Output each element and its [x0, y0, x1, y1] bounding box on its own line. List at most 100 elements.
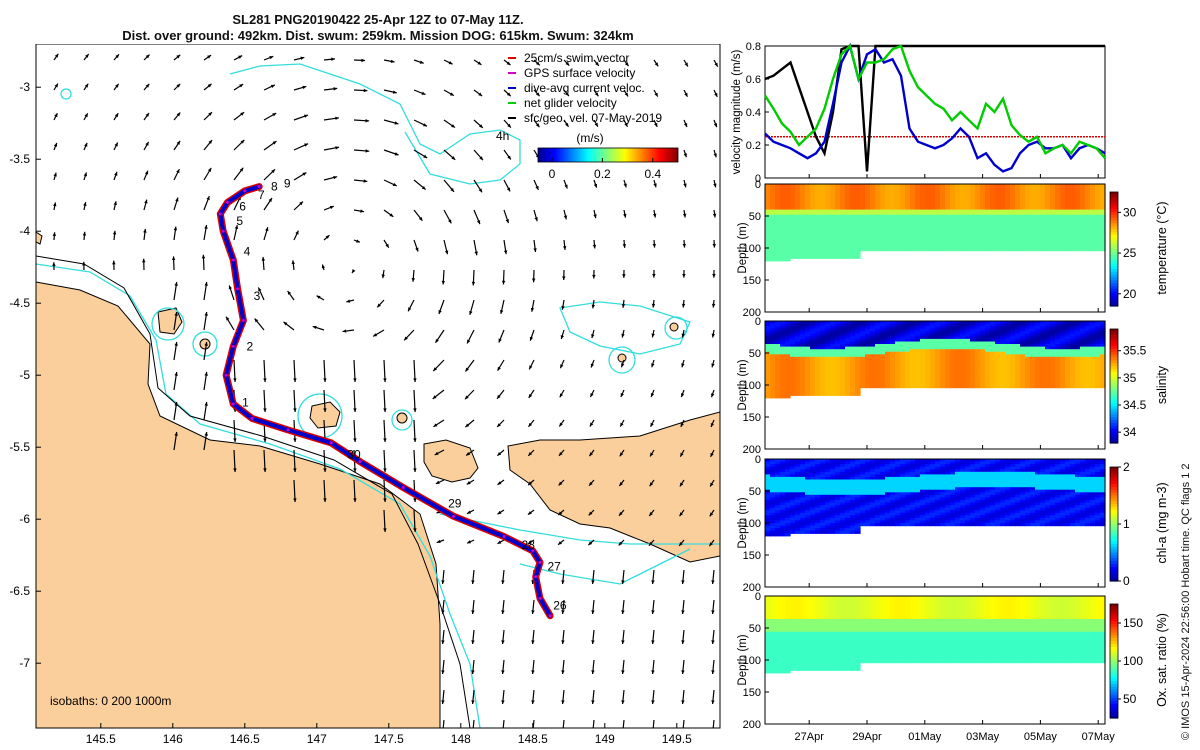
profile-cell: [840, 204, 846, 208]
velocity-arrow-head: [303, 114, 308, 118]
profile-cell: [1025, 207, 1031, 211]
profile-cell: [920, 362, 926, 366]
profile-cell: [775, 502, 781, 506]
profile-cell: [820, 390, 826, 394]
velocity-arrow-head: [681, 363, 685, 368]
profile-cell: [895, 240, 901, 244]
profile-cell: [1020, 321, 1026, 325]
profile-cell: [1100, 201, 1106, 206]
profile-cell: [780, 245, 786, 249]
profile-cell: [780, 533, 786, 537]
profile-cell: [835, 344, 841, 348]
profile-cell: [1060, 362, 1066, 366]
profile-cell: [975, 248, 981, 252]
profile-cell: [805, 359, 811, 363]
profile-cell: [790, 471, 796, 475]
profile-cell: [990, 333, 996, 337]
profile-cell: [1045, 338, 1051, 343]
profile-cell: [840, 356, 846, 360]
profile-cell: [835, 207, 841, 211]
profile-cell: [770, 346, 776, 350]
profile-cell: [1030, 194, 1036, 198]
profile-cell: [1070, 323, 1076, 327]
profile-cell: [785, 189, 791, 193]
profile-cell: [970, 372, 976, 376]
velocity-y-tick-label: 0.4: [746, 107, 761, 119]
profile-cell: [780, 471, 786, 475]
profile-cell: [990, 354, 996, 358]
profile-cell: [825, 392, 831, 396]
profile-cell: [860, 194, 866, 198]
profile-cell: [990, 323, 996, 327]
profile-cell: [1025, 338, 1031, 343]
profile-cell: [980, 382, 986, 386]
profile-cell: [765, 517, 771, 522]
velocity-arrow-head: [498, 338, 502, 343]
profile-cell: [1075, 242, 1081, 247]
velocity-arrow-head: [469, 310, 473, 315]
profile-cell: [1065, 232, 1071, 236]
colorbar-tick-label: 34.5: [1123, 398, 1147, 412]
profile-cell: [780, 474, 786, 478]
profile-cell: [795, 214, 801, 218]
profile-cell: [785, 245, 791, 249]
profile-cell: [990, 331, 996, 335]
profile-cell: [915, 186, 921, 190]
profile-cell: [870, 242, 876, 247]
profile-cell: [835, 235, 841, 239]
profile-cell: [850, 351, 856, 355]
colorbar-segment: [1110, 420, 1118, 424]
profile-cell: [890, 369, 896, 373]
profile-cell: [770, 232, 776, 236]
profile-cell: [765, 186, 771, 190]
velocity-arrow-head: [713, 183, 717, 188]
profile-cell: [790, 492, 796, 496]
profile-cell: [1030, 377, 1036, 381]
profile-cell: [785, 356, 791, 360]
profile-cell: [1010, 367, 1016, 371]
profile-cell: [855, 199, 861, 203]
profile-cell: [910, 232, 916, 236]
profile-cell: [970, 209, 976, 213]
profile-cell: [780, 356, 786, 360]
profile-cell: [1005, 219, 1011, 223]
profile-cell: [1075, 199, 1081, 203]
profile-cell: [1015, 191, 1021, 195]
day-label: 4: [244, 244, 251, 258]
profile-cell: [965, 196, 971, 200]
profile-cell: [765, 222, 771, 226]
profile-cell: [805, 225, 811, 229]
profile-cell: [945, 321, 951, 325]
profile-cell: [805, 474, 811, 478]
velocity-arrow-head: [52, 262, 56, 266]
velocity-arrow-head: [466, 451, 471, 456]
profile-cell: [1060, 235, 1066, 239]
profile-cell: [825, 212, 831, 216]
profile-cell: [780, 382, 786, 386]
profile-cell: [920, 248, 926, 252]
figure-title-line1: SL281 PNG20190422 25-Apr 12Z to 07-May 1…: [232, 12, 524, 27]
profile-cell: [770, 497, 776, 501]
profile-cell: [1050, 194, 1056, 198]
profile-cell: [870, 209, 876, 213]
velocity-arrow-head: [651, 700, 655, 704]
profile-cell: [845, 349, 851, 353]
profile-cell: [840, 369, 846, 373]
profile-cell: [1055, 374, 1061, 378]
profile-cell: [1100, 364, 1106, 368]
profile-cell: [850, 240, 856, 244]
profile-cell: [850, 344, 856, 348]
profile-cell: [885, 372, 891, 376]
track-point: [531, 549, 535, 553]
profile-cell: [770, 248, 776, 252]
profile-cell: [795, 494, 801, 498]
profile-cell: [875, 359, 881, 363]
profile-cell: [1045, 362, 1051, 366]
profile-cell: [970, 232, 976, 236]
profile-cell: [910, 219, 916, 223]
profile-cell: [835, 336, 841, 340]
velocity-arrow-head: [114, 171, 118, 176]
colorbar-segment: [1110, 423, 1118, 427]
velocity-arrow-head: [413, 438, 417, 442]
